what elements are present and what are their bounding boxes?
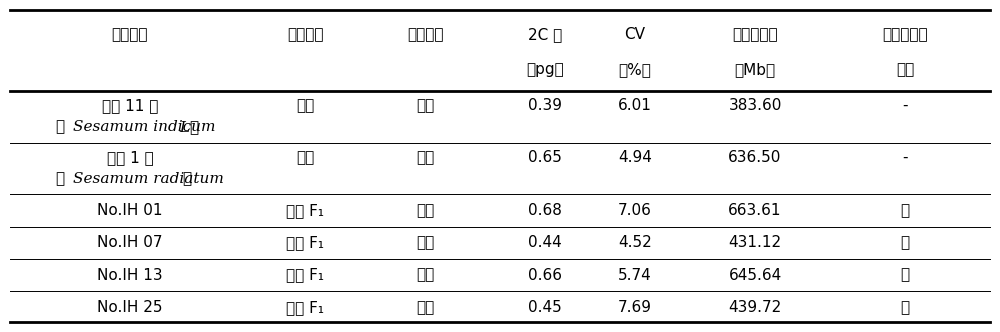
Text: CV: CV <box>624 27 646 42</box>
Text: （: （ <box>55 120 64 134</box>
Text: 是否为杂交: 是否为杂交 <box>882 27 928 42</box>
Text: （: （ <box>55 172 64 186</box>
Text: 可育: 可育 <box>416 268 434 283</box>
Text: 父本: 父本 <box>296 98 314 113</box>
Text: -: - <box>902 150 908 165</box>
Text: 野芝 1 号: 野芝 1 号 <box>107 150 153 165</box>
Text: 不育: 不育 <box>416 235 434 250</box>
Text: 材料类型: 材料类型 <box>287 27 323 42</box>
Text: 杂种 F₁: 杂种 F₁ <box>286 268 324 283</box>
Text: 2C 值: 2C 值 <box>528 27 562 42</box>
Text: 0.45: 0.45 <box>528 300 562 315</box>
Text: 杂种 F₁: 杂种 F₁ <box>286 235 324 250</box>
Text: 7.69: 7.69 <box>618 300 652 315</box>
Text: 0.66: 0.66 <box>528 268 562 283</box>
Text: （Mb）: （Mb） <box>734 62 776 77</box>
Text: Sesamum indicum: Sesamum indicum <box>73 120 216 134</box>
Text: 是: 是 <box>900 300 910 315</box>
Text: 杂种 F₁: 杂种 F₁ <box>286 300 324 315</box>
Text: （%）: （%） <box>619 62 651 77</box>
Text: 后代: 后代 <box>896 62 914 77</box>
Text: 663.61: 663.61 <box>728 203 782 218</box>
Text: 否: 否 <box>900 268 910 283</box>
Text: 439.72: 439.72 <box>728 300 782 315</box>
Text: 0.68: 0.68 <box>528 203 562 218</box>
Text: 5.74: 5.74 <box>618 268 652 283</box>
Text: ）: ） <box>182 172 191 186</box>
Text: 豫芝 11 号: 豫芝 11 号 <box>102 98 158 113</box>
Text: 材料名称: 材料名称 <box>112 27 148 42</box>
Text: 育性鉴定: 育性鉴定 <box>407 27 443 42</box>
Text: 母本: 母本 <box>296 150 314 165</box>
Text: No.IH 13: No.IH 13 <box>97 268 163 283</box>
Text: L）: L） <box>175 120 199 134</box>
Text: （pg）: （pg） <box>526 62 564 77</box>
Text: Sesamum radiatum: Sesamum radiatum <box>73 172 224 186</box>
Text: 基因组大小: 基因组大小 <box>732 27 778 42</box>
Text: 431.12: 431.12 <box>728 235 782 250</box>
Text: 可育: 可育 <box>416 98 434 113</box>
Text: 是: 是 <box>900 235 910 250</box>
Text: 可育: 可育 <box>416 150 434 165</box>
Text: 0.39: 0.39 <box>528 98 562 113</box>
Text: -: - <box>902 98 908 113</box>
Text: No.IH 01: No.IH 01 <box>97 203 163 218</box>
Text: 383.60: 383.60 <box>728 98 782 113</box>
Text: 4.94: 4.94 <box>618 150 652 165</box>
Text: 杂种 F₁: 杂种 F₁ <box>286 203 324 218</box>
Text: 6.01: 6.01 <box>618 98 652 113</box>
Text: 0.44: 0.44 <box>528 235 562 250</box>
Text: 4.52: 4.52 <box>618 235 652 250</box>
Text: 7.06: 7.06 <box>618 203 652 218</box>
Text: 0.65: 0.65 <box>528 150 562 165</box>
Text: No.IH 25: No.IH 25 <box>97 300 163 315</box>
Text: 否: 否 <box>900 203 910 218</box>
Text: 可育: 可育 <box>416 203 434 218</box>
Text: 636.50: 636.50 <box>728 150 782 165</box>
Text: 不育: 不育 <box>416 300 434 315</box>
Text: 645.64: 645.64 <box>728 268 782 283</box>
Text: No.IH 07: No.IH 07 <box>97 235 163 250</box>
